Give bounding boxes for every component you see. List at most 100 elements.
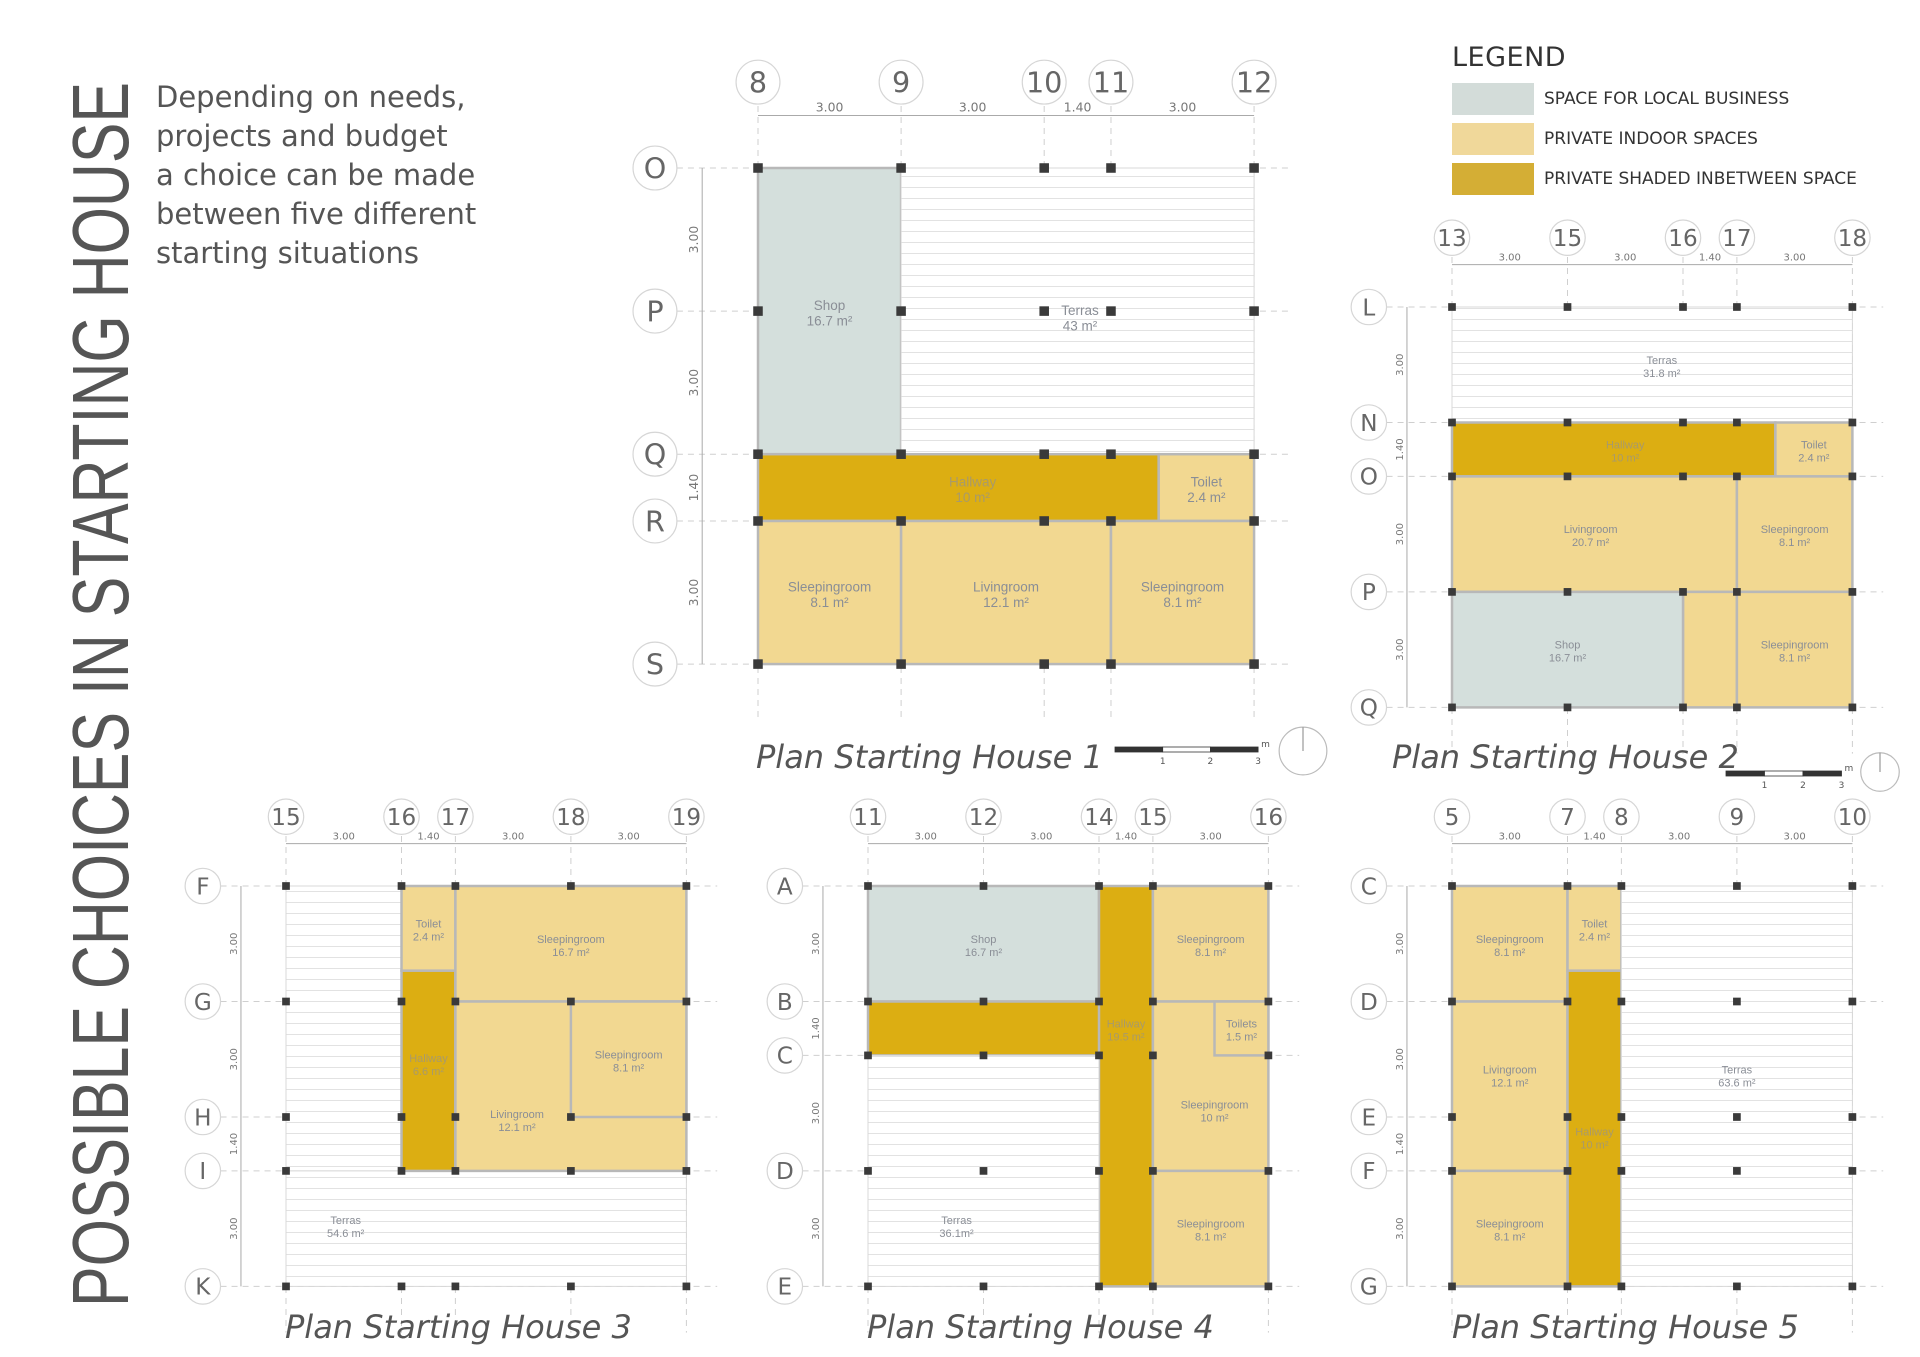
dimension-label: 1.40 [1115,832,1137,843]
grid-bubble [1549,219,1586,257]
room-area-label: 2.4 m² [1579,931,1611,943]
grid-column-label: 9 [892,65,910,99]
room-area-label: 6.6 m² [413,1066,445,1078]
room-name: Shop [1555,640,1581,652]
structural-column [1264,997,1273,1006]
grid-column-label: 17 [441,805,470,831]
structural-column [397,1113,406,1121]
structural-column [1563,997,1572,1006]
grid-row-label: S [646,647,664,681]
structural-column [753,306,763,316]
legend-item: PRIVATE INDOOR SPACES [1452,119,1857,159]
scale-bar-unit: m [1261,740,1270,750]
grid-row-label: C [777,1044,793,1070]
scale-bar-label: 1 [1160,757,1166,767]
room-name: Livingroom [973,580,1039,595]
room-area-label: 8.1 m² [1494,1232,1526,1244]
dimension-label: 3.00 [686,369,701,397]
structural-column [1264,1282,1273,1291]
room-name: Sleepingroom [1177,934,1245,946]
room-name: Sleepingroom [1476,1219,1544,1231]
legend: LEGEND SPACE FOR LOCAL BUSINESS PRIVATE … [1452,42,1857,199]
grid-row-label: E [778,1275,793,1301]
grid-row-label: K [195,1275,211,1301]
room-area-label: 2.4 m² [1798,452,1830,464]
room-name: Terras [330,1215,361,1227]
dimension-label: 1.40 [1064,100,1092,115]
structural-column [896,306,906,316]
grid-bubble [184,1152,222,1190]
structural-column [1848,882,1857,890]
room-name: Toilet [1582,918,1608,930]
dimension-label: 3.00 [502,832,524,843]
structural-column [1264,1051,1273,1060]
room-area [285,1170,687,1287]
structural-column [1039,163,1049,173]
dimension-label: 3.00 [811,933,822,955]
room-name: Sleepingroom [1141,580,1224,595]
structural-column [1249,516,1259,526]
structural-column [1249,306,1259,316]
structural-column [1448,1167,1456,1175]
grid-column-label: 14 [1084,805,1113,831]
room-name: Terras [1722,1065,1753,1077]
legend-label: PRIVATE SHADED INBETWEEN SPACE [1544,169,1857,189]
room-name: Sleepingroom [788,580,871,595]
structural-column [1563,703,1572,712]
structural-column [282,1167,290,1175]
dimension-label: 3.00 [229,933,240,955]
grid-bubble [1834,798,1871,836]
structural-column [1249,449,1259,459]
structural-column [1563,1167,1572,1175]
room-area [1450,884,1569,1003]
grid-row-label: I [199,1159,206,1185]
plan-title: Plan Starting House 3 [285,1308,632,1346]
dimension-label: 1.40 [1583,832,1605,843]
grid-row-label: L [1362,295,1375,321]
structural-column [282,1282,290,1291]
room-area-label: 19.5 m² [1107,1031,1145,1043]
grid-bubble [383,798,420,836]
grid-row-label: O [1360,465,1378,491]
structural-column [1563,472,1572,481]
scale-bar-label: 1 [1762,781,1768,791]
structural-column [864,1167,872,1175]
grid-bubble [1350,983,1388,1020]
room-area-label: 54.6 m² [327,1228,365,1240]
room-area [569,1000,688,1119]
room-area-label: 10 m² [1580,1139,1608,1151]
dimension-label: 3.00 [1499,832,1521,843]
legend-swatch-business [1452,83,1534,115]
grid-bubble [1080,798,1118,836]
grid-bubble [1350,689,1388,726]
dimension-label: 1.40 [811,1017,822,1039]
grid-column-label: 19 [672,805,701,831]
room-area-label: 31.8 m² [1643,368,1681,380]
room-name: Terras [941,1215,972,1227]
structural-column [1679,303,1687,311]
room-area [756,519,903,666]
grid-row-label: F [1362,1159,1375,1185]
grid-bubble [735,59,781,105]
room-area [900,167,1255,455]
dimension-label: 3.00 [811,1218,822,1240]
dimension-label: 3.00 [618,832,640,843]
room-area [400,969,457,1173]
structural-column [1563,418,1572,427]
structural-column [864,1282,872,1291]
structural-column [1039,516,1049,526]
structural-column [753,449,763,459]
intro-line: between five different [156,197,477,231]
grid-column-label: 18 [556,805,585,831]
legend-item: PRIVATE SHADED INBETWEEN SPACE [1452,159,1857,199]
